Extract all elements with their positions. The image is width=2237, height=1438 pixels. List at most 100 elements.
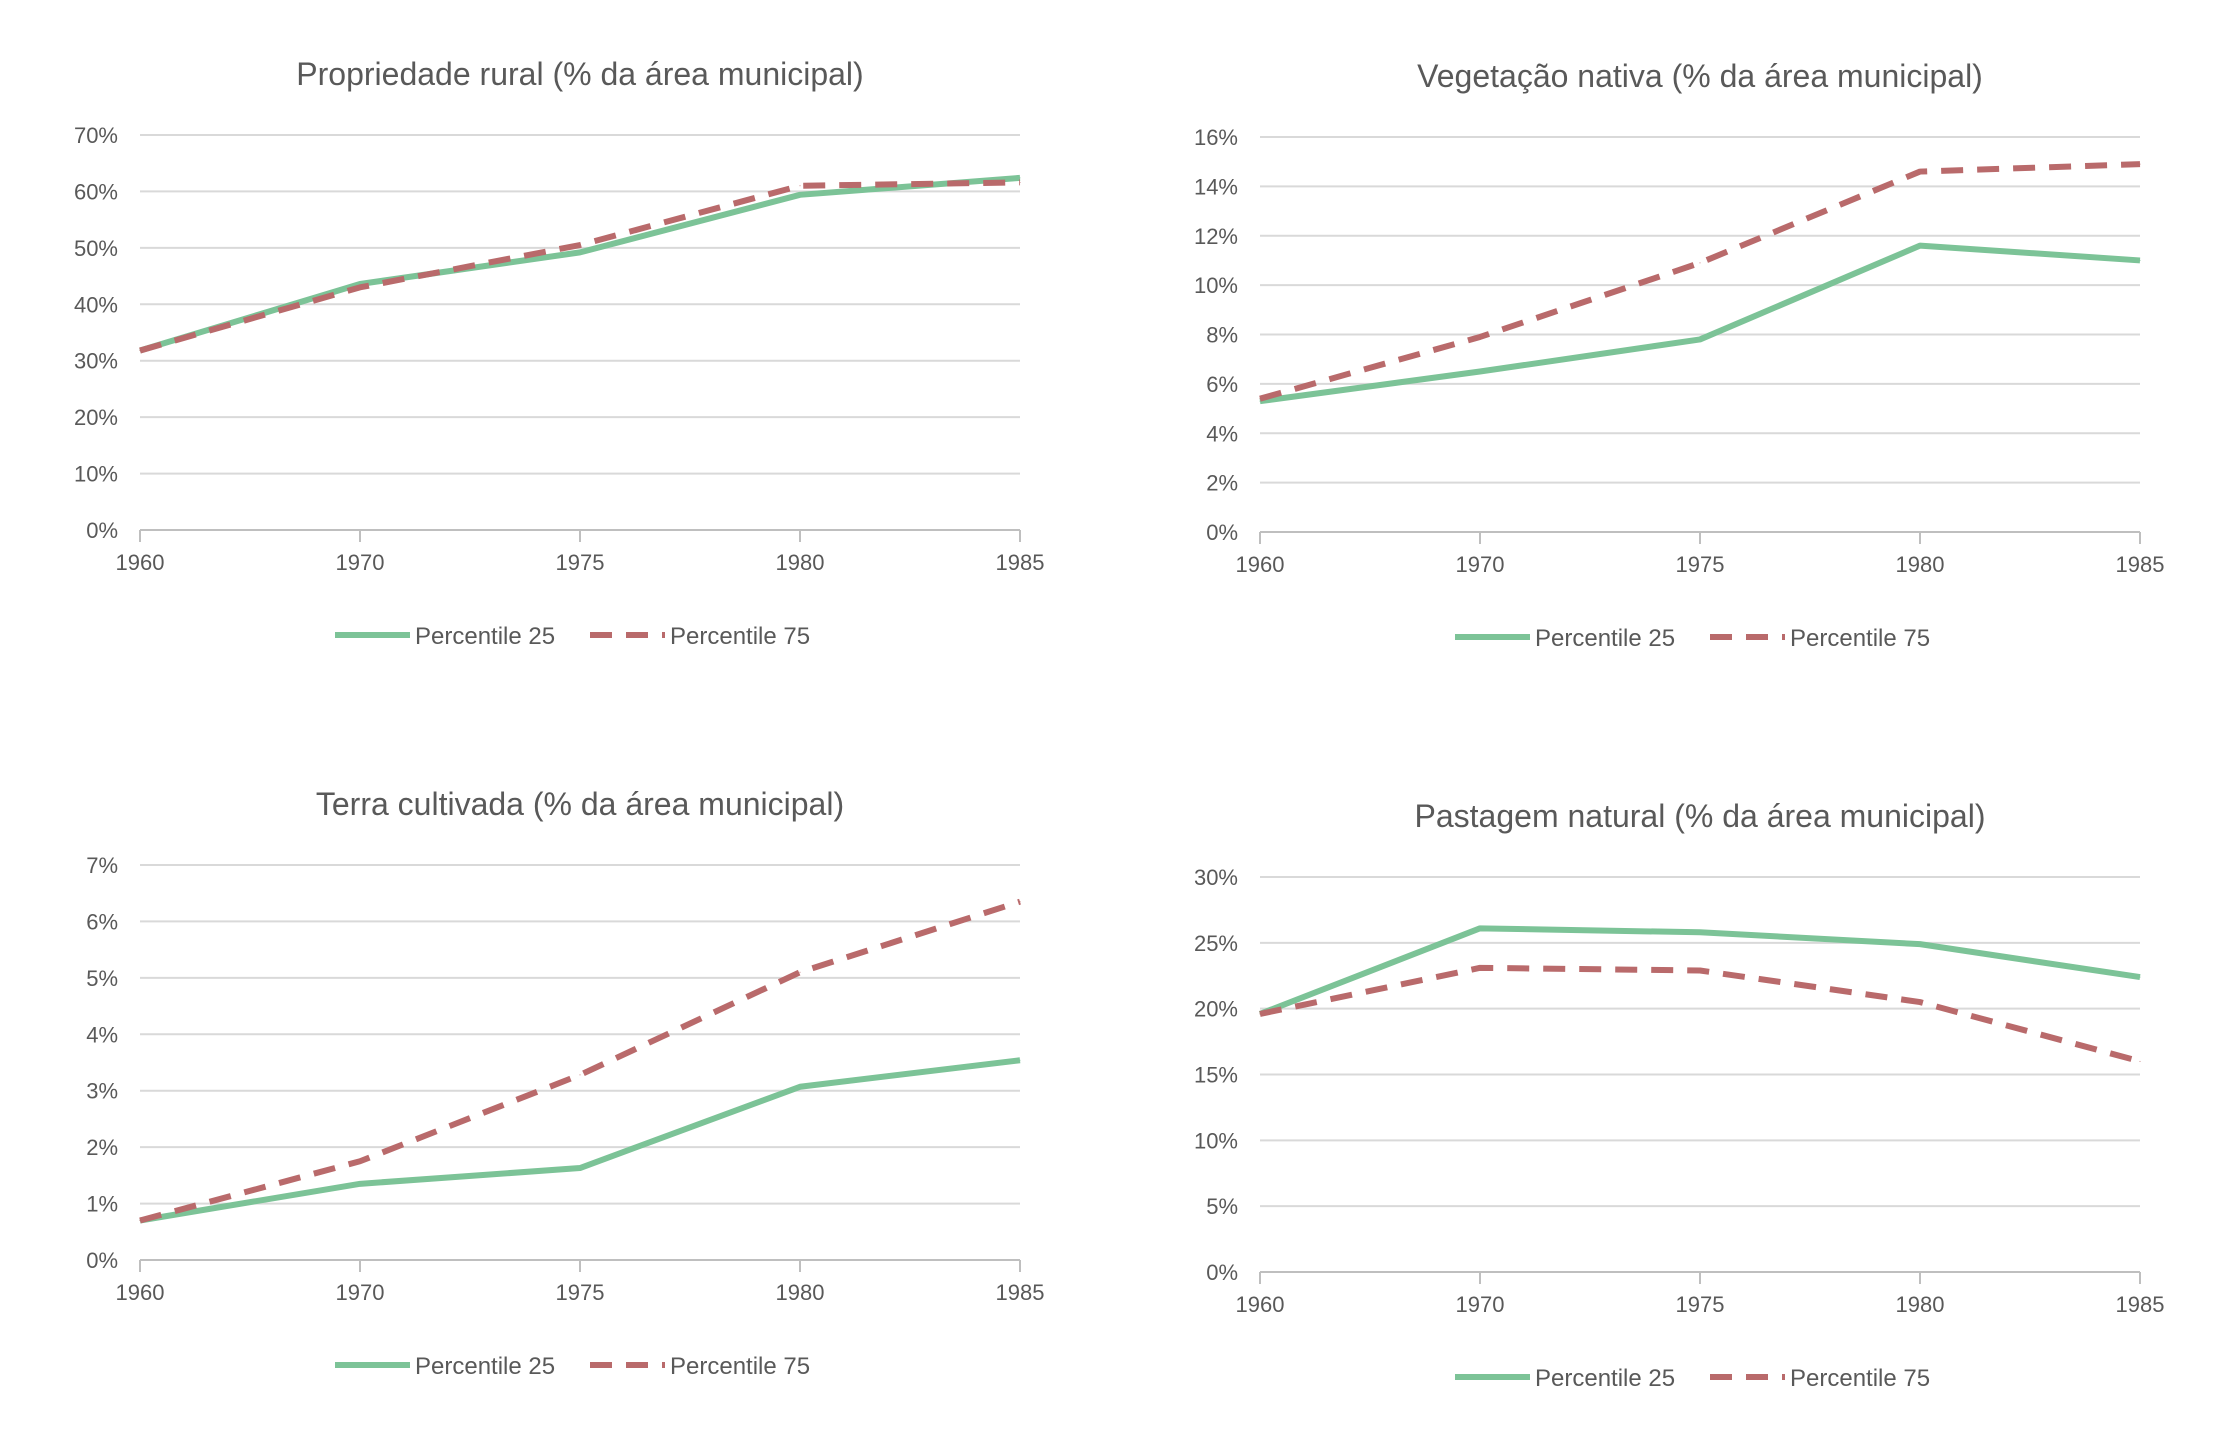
data-point (1479, 967, 1481, 969)
series-line-p25 (139, 1057, 1021, 1224)
data-point (799, 185, 801, 187)
x-tick-label: 1970 (1456, 1292, 1505, 1317)
x-tick-label: 1985 (2116, 552, 2165, 577)
y-tick-label: 50% (74, 236, 118, 261)
data-point (359, 283, 361, 285)
series-line-p75 (139, 179, 1021, 354)
y-tick-label: 6% (1206, 372, 1238, 397)
legend-label: Percentile 25 (415, 623, 555, 650)
x-tick-label: 1985 (996, 550, 1045, 575)
data-point (799, 971, 801, 973)
legend-label: Percentile 75 (1790, 625, 1930, 652)
x-tick-label: 1960 (116, 550, 165, 575)
chart-svg: Terra cultivada (% da área municipal) 0% 1… (86, 786, 1045, 1380)
y-tick-label: 6% (86, 909, 118, 934)
chart-svg: Propriedade rural (% da área municipal) 0… (74, 56, 1045, 650)
y-tick-label: 25% (1194, 931, 1238, 956)
data-point (2139, 163, 2141, 165)
chart-svg: Vegetação nativa (% da área municipal) 0%… (1194, 58, 2165, 652)
x-tick-label: 1975 (556, 550, 605, 575)
y-tick-label: 30% (1194, 865, 1238, 890)
legend-label: Percentile 75 (1790, 1365, 1930, 1392)
x-tick-label: 1980 (1896, 552, 1945, 577)
y-tick-label: 30% (74, 349, 118, 374)
chart-title: Propriedade rural (% da área municipal) (296, 56, 863, 92)
x-tick-label: 1975 (556, 1280, 605, 1305)
y-tick-label: 0% (86, 1248, 118, 1273)
data-point (1699, 262, 1701, 264)
data-point (1919, 245, 1921, 247)
x-tick-label: 1975 (1676, 1292, 1725, 1317)
data-point (1259, 1013, 1261, 1015)
y-tick-label: 4% (86, 1022, 118, 1047)
y-tick-label: 16% (1194, 125, 1238, 150)
y-tick-label: 7% (86, 853, 118, 878)
series-line-p25 (1259, 242, 2141, 405)
chart-title: Terra cultivada (% da área municipal) (316, 786, 844, 822)
x-tick-label: 1960 (116, 1280, 165, 1305)
data-point (1919, 943, 1921, 945)
data-point (1479, 336, 1481, 338)
y-tick-label: 70% (74, 123, 118, 148)
y-tick-label: 0% (86, 518, 118, 543)
legend-label: Percentile 25 (1535, 1365, 1675, 1392)
chart-terra-cultivada: Terra cultivada (% da área municipal) 0% 1… (40, 760, 1090, 1400)
y-tick-label: 60% (74, 179, 118, 204)
x-tick-label: 1980 (1896, 1292, 1945, 1317)
y-tick-label: 14% (1194, 174, 1238, 199)
data-point (2139, 976, 2141, 978)
y-tick-label: 3% (86, 1079, 118, 1104)
data-point (1479, 371, 1481, 373)
y-tick-label: 4% (1206, 421, 1238, 446)
y-tick-label: 2% (86, 1135, 118, 1160)
y-tick-label: 10% (74, 462, 118, 487)
legend-label: Percentile 75 (670, 623, 810, 650)
chart-title: Pastagem natural (% da área municipal) (1415, 798, 1986, 834)
data-point (359, 286, 361, 288)
y-tick-label: 12% (1194, 224, 1238, 249)
y-tick-label: 2% (1206, 471, 1238, 496)
x-tick-label: 1970 (336, 1280, 385, 1305)
x-tick-label: 1975 (1676, 552, 1725, 577)
x-tick-label: 1985 (996, 1280, 1045, 1305)
data-point (2139, 259, 2141, 261)
data-point (139, 350, 141, 352)
data-point (579, 1167, 581, 1169)
y-tick-label: 5% (1206, 1194, 1238, 1219)
data-point (359, 1183, 361, 1185)
y-tick-label: 10% (1194, 273, 1238, 298)
x-tick-label: 1970 (1456, 552, 1505, 577)
chart-title: Vegetação nativa (% da área municipal) (1417, 58, 1983, 94)
legend-label: Percentile 25 (415, 1353, 555, 1380)
data-point (1259, 400, 1261, 402)
y-tick-label: 15% (1194, 1063, 1238, 1088)
x-tick-label: 1985 (2116, 1292, 2165, 1317)
data-point (139, 1220, 141, 1221)
y-tick-label: 20% (1194, 997, 1238, 1022)
y-tick-label: 20% (74, 405, 118, 430)
x-tick-label: 1970 (336, 550, 385, 575)
y-tick-label: 8% (1206, 323, 1238, 348)
chart-propriedade-rural: Propriedade rural (% da área municipal) 0… (40, 30, 1090, 670)
data-point (1919, 171, 1921, 173)
y-tick-label: 10% (1194, 1128, 1238, 1153)
data-point (2139, 1060, 2141, 1062)
series-line-p75 (1259, 964, 2141, 1065)
legend-label: Percentile 25 (1535, 625, 1675, 652)
y-tick-label: 40% (74, 292, 118, 317)
y-tick-label: 0% (1206, 1260, 1238, 1285)
x-tick-label: 1980 (776, 550, 825, 575)
data-point (579, 244, 581, 246)
data-point (1699, 969, 1701, 971)
data-point (1019, 177, 1021, 179)
data-point (579, 1074, 581, 1076)
data-point (1699, 931, 1701, 933)
data-point (799, 1086, 801, 1088)
data-point (1019, 901, 1021, 903)
data-point (1919, 1001, 1921, 1003)
data-point (1019, 1059, 1021, 1061)
data-point (1699, 338, 1701, 340)
series-line-p25 (139, 174, 1021, 354)
chart-pastagem-natural: Pastagem natural (% da área municipal) 0%… (1160, 772, 2210, 1412)
series-line-p75 (139, 898, 1021, 1224)
